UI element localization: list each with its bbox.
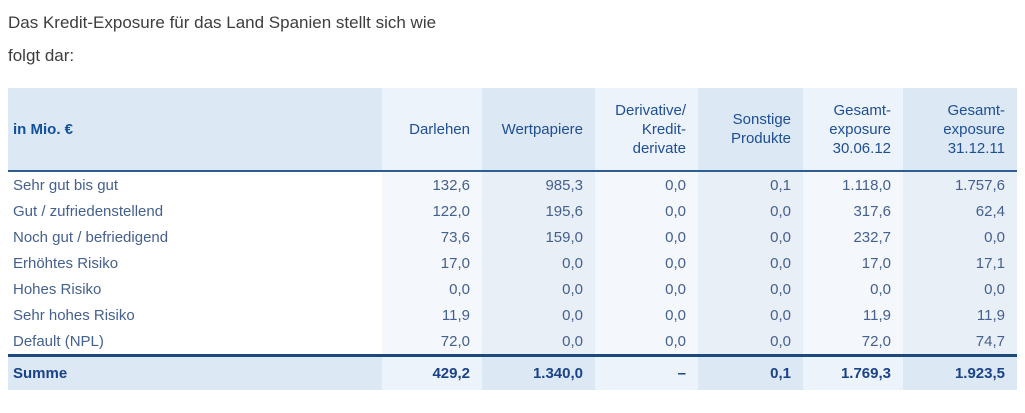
cell: 74,7: [903, 328, 1017, 356]
table-header: in Mio. € Darlehen Wertpapiere Derivativ…: [8, 88, 1017, 171]
cell: 62,4: [903, 198, 1017, 224]
cell: 11,9: [382, 302, 482, 328]
cell: 0,0: [382, 276, 482, 302]
col-header-sonstige: Sonstige Produkte: [698, 88, 803, 171]
cell: 0,0: [903, 224, 1017, 250]
cell: 17,1: [903, 250, 1017, 276]
cell: 0,0: [595, 224, 698, 250]
cell: 72,0: [803, 328, 903, 356]
table-row: Default (NPL) 72,0 0,0 0,0 0,0 72,0 74,7: [8, 328, 1017, 356]
cell: 1.118,0: [803, 170, 903, 198]
cell: 0,0: [698, 224, 803, 250]
cell: 0,0: [903, 276, 1017, 302]
cell: 17,0: [382, 250, 482, 276]
col-header-wertpapiere: Wertpapiere: [482, 88, 595, 171]
cell: 0,0: [482, 276, 595, 302]
col-header-derivative: Derivative/ Kredit- derivate: [595, 88, 698, 171]
cell: 0,0: [595, 250, 698, 276]
total-cell: 1.340,0: [482, 354, 595, 390]
table-row: Gut / zufriedenstellend 122,0 195,6 0,0 …: [8, 198, 1017, 224]
cell: 0,0: [595, 302, 698, 328]
cell: 0,1: [698, 170, 803, 198]
table-row: Erhöhtes Risiko 17,0 0,0 0,0 0,0 17,0 17…: [8, 250, 1017, 276]
row-label: Default (NPL): [8, 328, 382, 356]
cell: 0,0: [595, 170, 698, 198]
col-header-darlehen: Darlehen: [382, 88, 482, 171]
cell: 195,6: [482, 198, 595, 224]
cell: 0,0: [698, 302, 803, 328]
table-body: Sehr gut bis gut 132,6 985,3 0,0 0,1 1.1…: [8, 170, 1017, 356]
cell: 0,0: [482, 328, 595, 356]
col-header-exposure-300612: Gesamt- exposure 30.06.12: [803, 88, 903, 171]
row-label: Noch gut / befriedigend: [8, 224, 382, 250]
cell: 17,0: [803, 250, 903, 276]
table-row: Hohes Risiko 0,0 0,0 0,0 0,0 0,0 0,0: [8, 276, 1017, 302]
total-cell: 0,1: [698, 354, 803, 390]
cell: 985,3: [482, 170, 595, 198]
row-label: Gut / zufriedenstellend: [8, 198, 382, 224]
cell: 232,7: [803, 224, 903, 250]
table-row: Sehr hohes Risiko 11,9 0,0 0,0 0,0 11,9 …: [8, 302, 1017, 328]
cell: 0,0: [698, 276, 803, 302]
intro-line-2: folgt dar:: [8, 46, 75, 65]
cell: 122,0: [382, 198, 482, 224]
cell: 0,0: [595, 198, 698, 224]
cell: 0,0: [803, 276, 903, 302]
credit-exposure-table: in Mio. € Darlehen Wertpapiere Derivativ…: [8, 88, 1017, 390]
header-row: in Mio. € Darlehen Wertpapiere Derivativ…: [8, 88, 1017, 171]
row-label: Sehr hohes Risiko: [8, 302, 382, 328]
cell: 0,0: [595, 328, 698, 356]
cell: 159,0: [482, 224, 595, 250]
cell: 0,0: [595, 276, 698, 302]
cell: 132,6: [382, 170, 482, 198]
row-label: Erhöhtes Risiko: [8, 250, 382, 276]
cell: 1.757,6: [903, 170, 1017, 198]
cell: 0,0: [698, 198, 803, 224]
intro-line-1: Das Kredit-Exposure für das Land Spanien…: [8, 13, 437, 32]
cell: 0,0: [482, 302, 595, 328]
table-footer: Summe 429,2 1.340,0 – 0,1 1.769,3 1.923,…: [8, 354, 1017, 390]
cell: 11,9: [903, 302, 1017, 328]
table-row: Sehr gut bis gut 132,6 985,3 0,0 0,1 1.1…: [8, 170, 1017, 198]
cell: 0,0: [698, 328, 803, 356]
table-row: Noch gut / befriedigend 73,6 159,0 0,0 0…: [8, 224, 1017, 250]
unit-label: in Mio. €: [8, 88, 382, 171]
total-cell: 429,2: [382, 354, 482, 390]
row-label: Hohes Risiko: [8, 276, 382, 302]
total-row: Summe 429,2 1.340,0 – 0,1 1.769,3 1.923,…: [8, 354, 1017, 390]
row-label: Sehr gut bis gut: [8, 170, 382, 198]
cell: 11,9: [803, 302, 903, 328]
cell: 0,0: [698, 250, 803, 276]
cell: 0,0: [482, 250, 595, 276]
total-cell: 1.923,5: [903, 354, 1017, 390]
intro-paragraph: Das Kredit-Exposure für das Land Spanien…: [8, 6, 1025, 72]
total-cell: 1.769,3: [803, 354, 903, 390]
cell: 72,0: [382, 328, 482, 356]
total-cell: –: [595, 354, 698, 390]
total-label: Summe: [8, 354, 382, 390]
col-header-exposure-311211: Gesamt- exposure 31.12.11: [903, 88, 1017, 171]
cell: 73,6: [382, 224, 482, 250]
cell: 317,6: [803, 198, 903, 224]
